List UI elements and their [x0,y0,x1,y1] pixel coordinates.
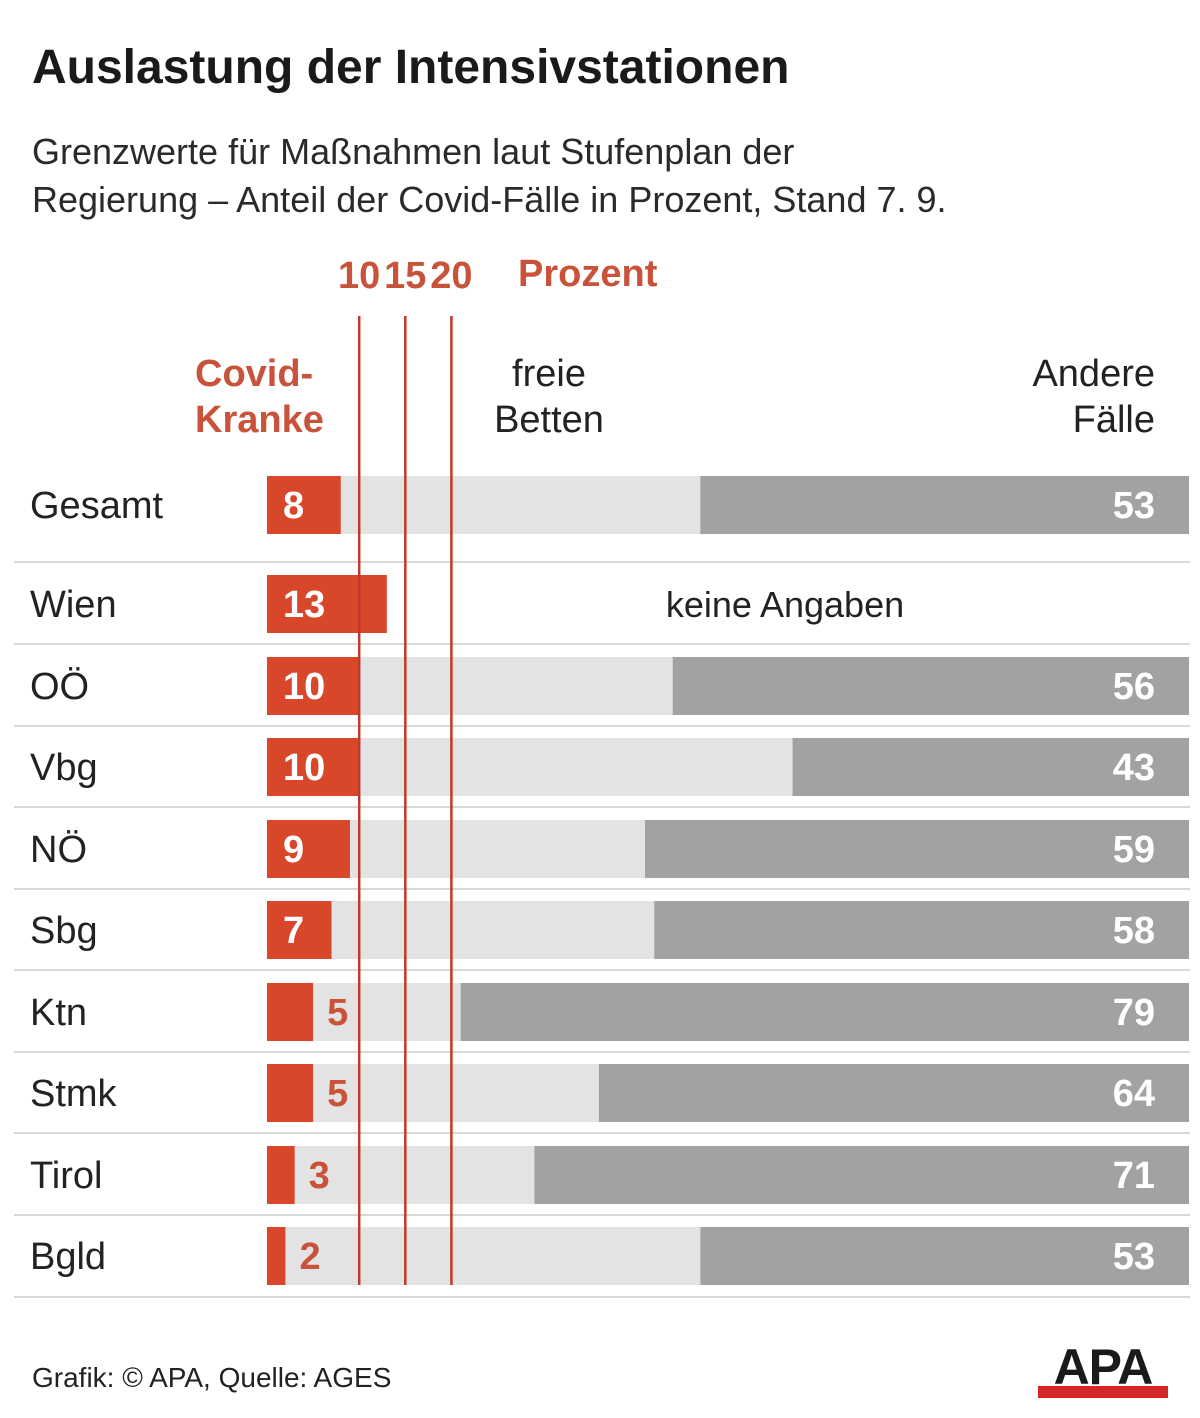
row-label-bgld: Bgld [30,1236,106,1278]
chart-title: Auslastung der Intensivstationen [32,41,790,94]
header-other-line-1: Andere [1032,353,1155,395]
covid-bar [267,738,360,796]
row-label-stmk: Stmk [30,1073,118,1115]
header-other-line-2: Fälle [1073,399,1155,441]
row-label-vbg: Vbg [30,747,98,789]
other-cases-bar [700,1227,1189,1285]
threshold-label-15: 15 [384,255,426,297]
other-cases-bar [792,738,1189,796]
subtitle-line-1: Grenzwerte für Maßnahmen laut Stufenplan… [32,131,795,172]
other-cases-bar [672,657,1189,715]
covid-value: 3 [309,1155,330,1197]
threshold-label-10: 10 [338,255,380,297]
row-label-tirol: Tirol [30,1155,102,1197]
free-beds-bar [340,476,701,534]
other-cases-value: 58 [1113,910,1155,952]
other-cases-bar [645,820,1189,878]
row-label-ktn: Ktn [30,992,87,1034]
unit-label: Prozent [518,253,658,295]
covid-value: 10 [283,747,325,789]
row-label-wien: Wien [30,584,117,626]
free-beds-bar [359,657,673,715]
header-free-line-1: freie [512,353,586,395]
covid-bar [267,1227,286,1285]
no-data-note: keine Angaben [666,584,904,625]
free-beds-bar [285,1227,701,1285]
other-cases-bar [700,476,1189,534]
free-beds-bar [294,1146,535,1204]
chart-subtitle: Grenzwerte für Maßnahmen laut Stufenplan… [32,128,1182,224]
covid-bar [267,820,350,878]
covid-value: 7 [283,910,304,952]
apa-logo-bar [1038,1386,1168,1398]
other-cases-value: 43 [1113,747,1155,789]
covid-value: 13 [283,584,325,626]
covid-value: 10 [283,666,325,708]
other-cases-value: 79 [1113,992,1155,1034]
free-beds-bar [313,1064,599,1122]
header-free-line-2: Betten [494,399,604,441]
other-cases-value: 53 [1113,1236,1155,1278]
free-beds-bar [313,983,461,1041]
subtitle-line-2: Regierung – Anteil der Covid-Fälle in Pr… [32,179,947,220]
row-label-gesamt: Gesamt [30,485,163,527]
covid-bar [267,575,387,633]
covid-value: 5 [327,992,348,1034]
other-cases-bar [654,901,1189,959]
other-cases-value: 53 [1113,485,1155,527]
covid-bar [267,657,360,715]
other-cases-bar [534,1146,1189,1204]
covid-value: 8 [283,485,304,527]
covid-value: 9 [283,829,304,871]
other-cases-bar [598,1064,1189,1122]
other-cases-value: 64 [1113,1073,1155,1115]
other-cases-value: 71 [1113,1155,1155,1197]
covid-value: 2 [299,1236,320,1278]
threshold-label-20: 20 [430,255,472,297]
covid-bar [267,1146,295,1204]
header-covid-line-1: Covid- [195,353,313,395]
covid-bar [267,476,341,534]
free-beds-bar [349,820,646,878]
covid-bar [267,983,314,1041]
footer-credit: Grafik: © APA, Quelle: AGES [32,1362,392,1393]
header-covid-line-2: Kranke [195,399,324,441]
covid-bar [267,901,332,959]
covid-bar [267,1064,314,1122]
other-cases-value: 56 [1113,666,1155,708]
free-beds-bar [359,738,793,796]
other-cases-value: 59 [1113,829,1155,871]
row-label-nö: NÖ [30,829,87,871]
covid-value: 5 [327,1073,348,1115]
other-cases-bar [460,983,1189,1041]
apa-logo: APA [1038,1339,1168,1398]
row-label-oö: OÖ [30,666,89,708]
row-label-sbg: Sbg [30,910,98,952]
free-beds-bar [331,901,655,959]
apa-logo-text: APA [1053,1339,1154,1395]
